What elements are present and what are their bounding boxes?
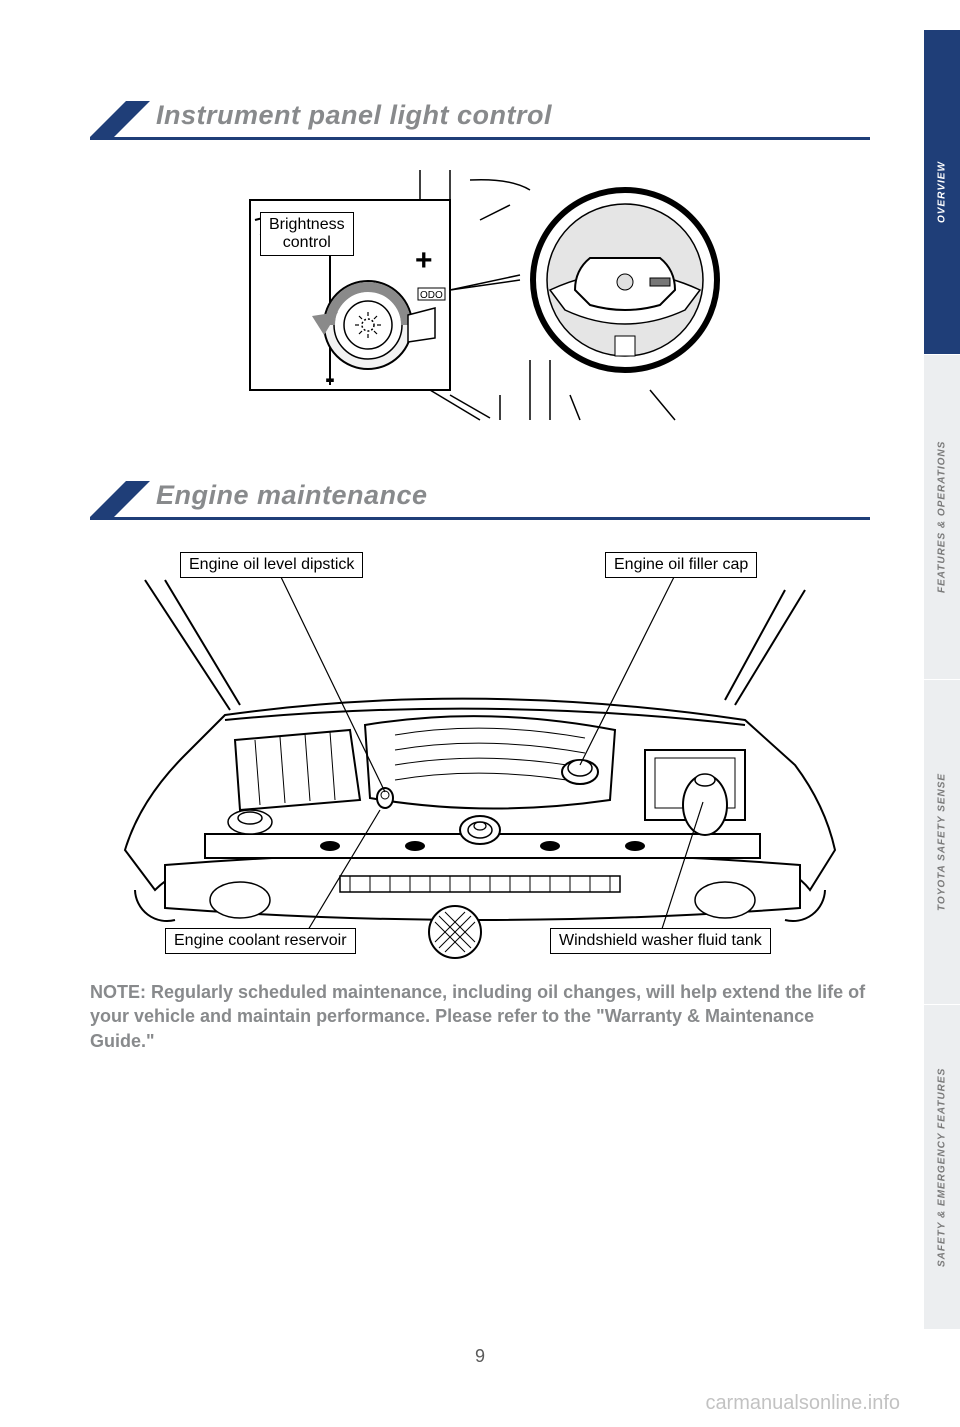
callout-coolant: Engine coolant reservoir (165, 928, 356, 954)
svg-text:ODO: ODO (420, 290, 443, 301)
side-tabs: OVERVIEW FEATURES & OPERATIONS TOYOTA SA… (924, 30, 960, 1330)
callout-washer: Windshield washer fluid tank (550, 928, 771, 954)
figure-engine: Engine oil level dipstick Engine oil fil… (105, 540, 855, 960)
figure-brightness: + - ODO Brightness control (90, 160, 870, 440)
side-tab-features[interactable]: FEATURES & OPERATIONS (924, 355, 960, 680)
section-header-instrument: Instrument panel light control (90, 100, 870, 140)
side-tab-emergency[interactable]: SAFETY & EMERGENCY FEATURES (924, 1005, 960, 1330)
page-number: 9 (475, 1346, 485, 1367)
note-text: NOTE: Regularly scheduled maintenance, i… (90, 980, 870, 1053)
section-title-instrument: Instrument panel light control (156, 100, 552, 131)
brightness-illustration: + - ODO (220, 160, 740, 440)
callout-dipstick: Engine oil level dipstick (180, 552, 363, 578)
side-tab-overview[interactable]: OVERVIEW (924, 30, 960, 355)
watermark: carmanualsonline.info (705, 1392, 900, 1415)
svg-text:-: - (325, 362, 335, 395)
section-title-engine: Engine maintenance (156, 480, 428, 511)
callout-brightness-control: Brightness control (260, 212, 354, 256)
section-chevron-icon (90, 101, 150, 137)
section-header-engine: Engine maintenance (90, 480, 870, 520)
side-tab-safety-sense[interactable]: TOYOTA SAFETY SENSE (924, 680, 960, 1005)
section-chevron-icon (90, 481, 150, 517)
svg-text:+: + (415, 244, 433, 277)
callout-filler-cap: Engine oil filler cap (605, 552, 757, 578)
engine-illustration (105, 540, 855, 960)
